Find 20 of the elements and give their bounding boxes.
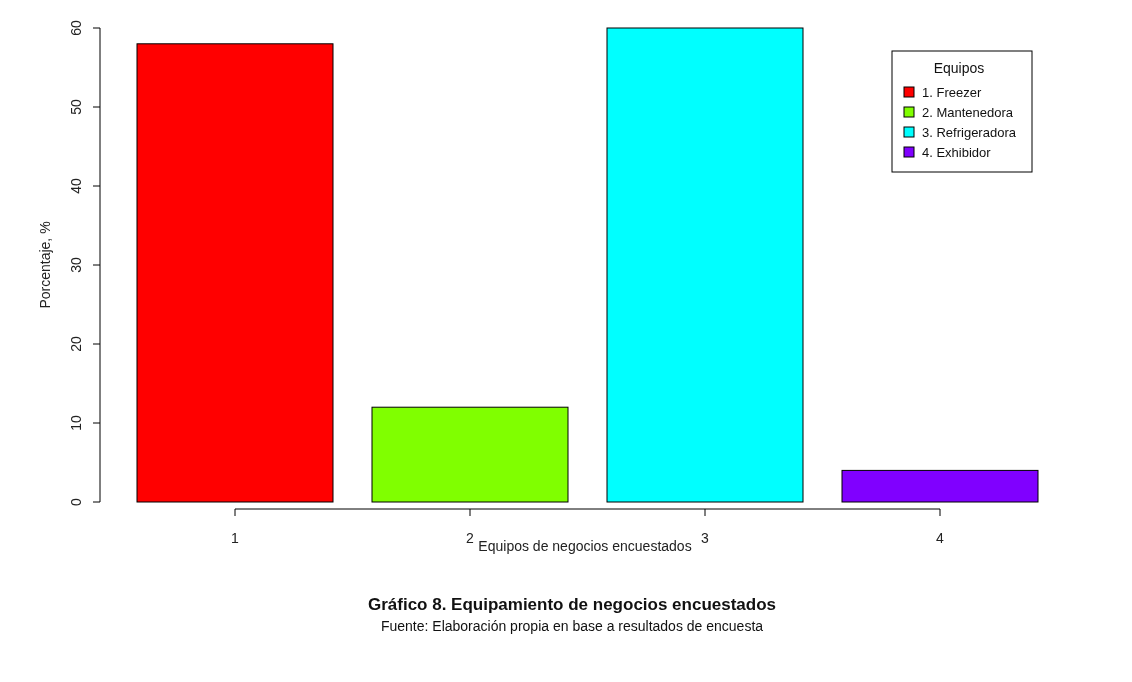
x-tick-label: 3: [701, 530, 710, 546]
x-tick-label: 2: [466, 530, 475, 546]
y-tick-label: 40: [68, 178, 84, 194]
legend-label: 4. Exhibidor: [922, 145, 992, 160]
x-axis-title: Equipos de negocios encuestados: [478, 538, 692, 554]
y-tick-label: 0: [68, 497, 84, 506]
legend-title: Equipos: [933, 60, 985, 76]
y-tick-label: 20: [68, 336, 84, 352]
y-axis-title: Porcentaje, %: [37, 221, 53, 309]
y-tick-label: 30: [68, 257, 84, 273]
legend-label: 1. Freezer: [922, 85, 982, 100]
x-tick-label: 1: [231, 530, 240, 546]
legend-label: 3. Refrigeradora: [922, 125, 1017, 140]
legend-label: 2. Mantenedora: [922, 105, 1014, 120]
x-tick-label: 4: [936, 530, 945, 546]
y-tick-label: 10: [68, 415, 84, 431]
y-tick-label: 60: [68, 20, 84, 36]
source-note: Fuente: Elaboración propia en base a resultados de encuesta: [380, 618, 764, 634]
text: Gráfico 8. Equipamiento de negocios encuestados: [367, 595, 777, 614]
y-tick-label: 50: [68, 99, 84, 115]
